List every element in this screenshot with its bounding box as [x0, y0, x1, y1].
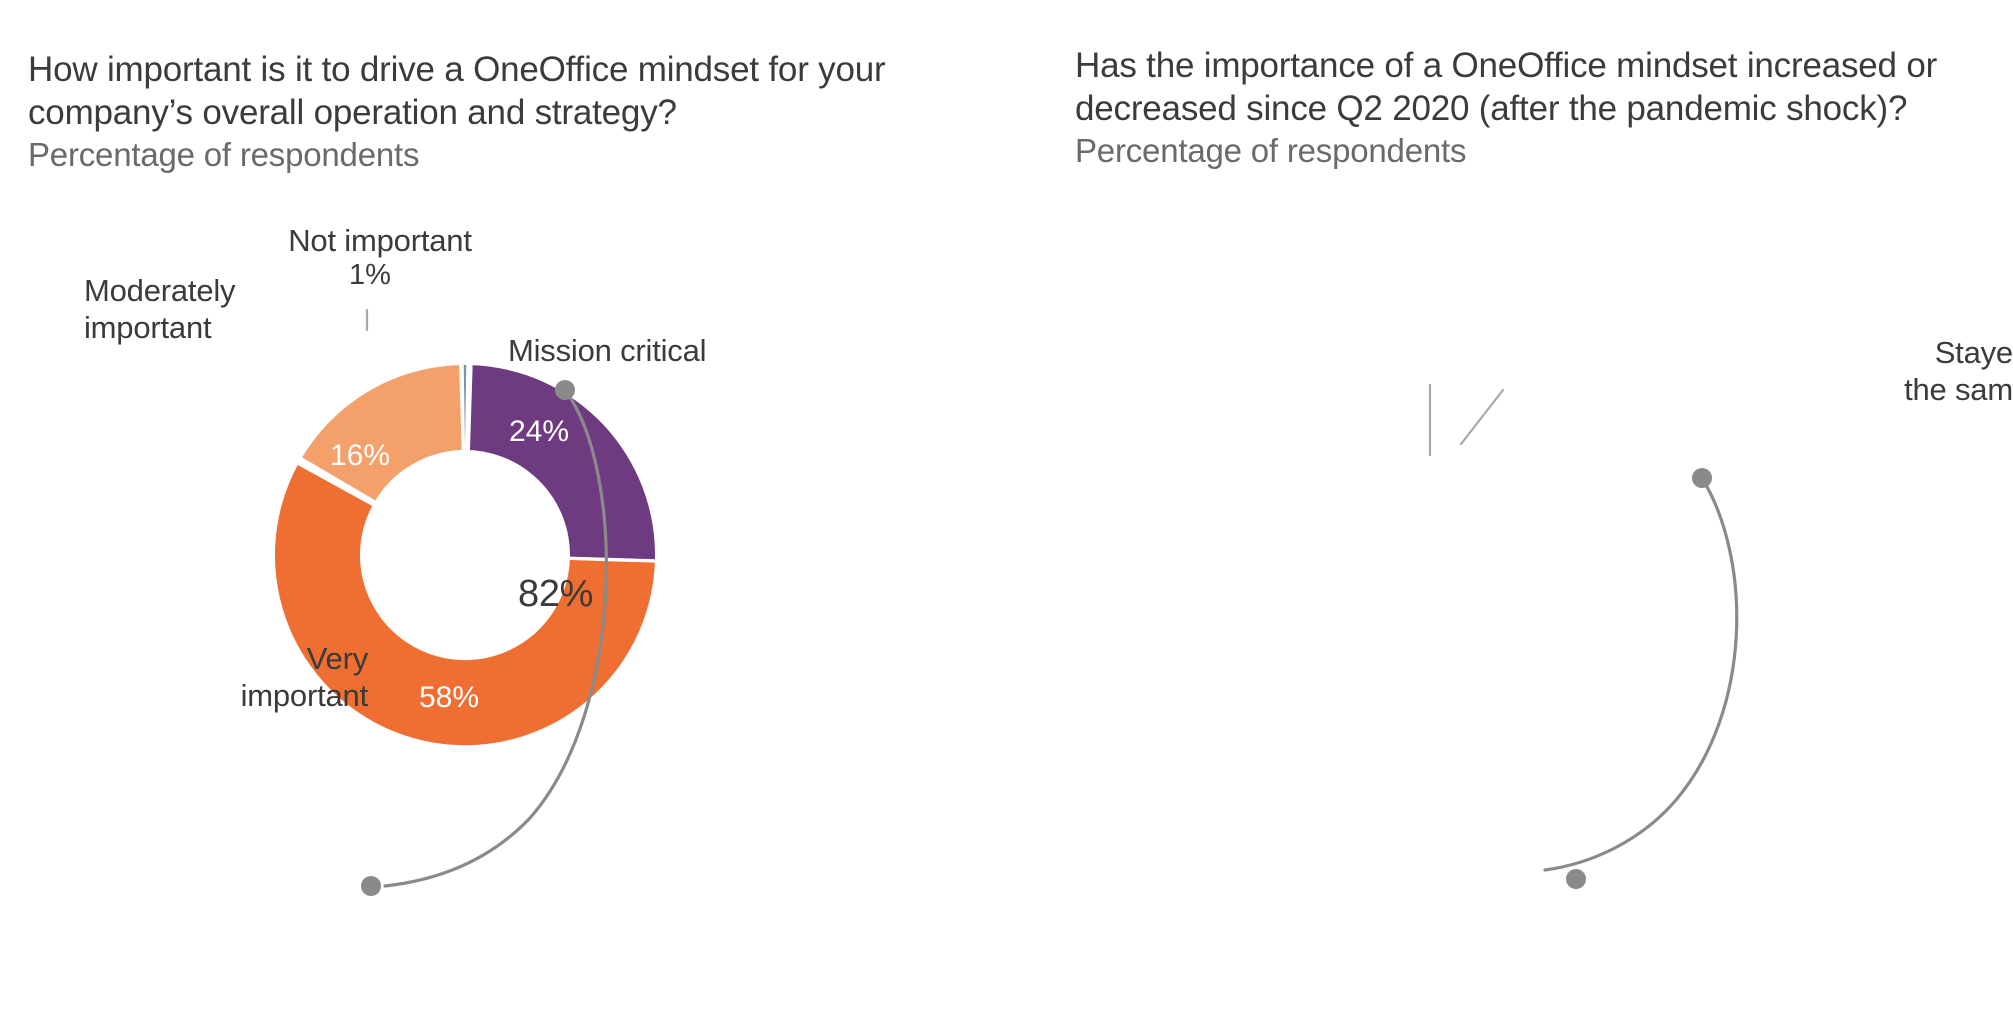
- value-not-important: 1%: [349, 259, 391, 291]
- slice-value-very-important: 58%: [419, 681, 479, 714]
- label-mission-critical: Mission critical: [508, 333, 707, 368]
- slice-value-mission-critical: 24%: [509, 415, 569, 448]
- label-very-important: Very important: [240, 641, 369, 713]
- right-title-block: Has the importance of a OneOffice mindse…: [1075, 44, 1995, 172]
- left-chart-subtitle: Percentage of respondents: [28, 136, 420, 173]
- right-chart-question: Has the importance of a OneOffice mindse…: [1075, 46, 1938, 128]
- left-title-block: How important is it to drive a OneOffice…: [28, 48, 1008, 176]
- label-not-important: Not important: [288, 223, 472, 258]
- left-chart-question: How important is it to drive a OneOffice…: [28, 50, 886, 132]
- chart-panel-change: Has the importance of a OneOffice mindse…: [1040, 0, 2013, 1009]
- label-stayed-the-same: Stayed the same: [1904, 335, 2013, 407]
- callout-value-82: 82%: [518, 573, 594, 615]
- slice-value-moderately-important: 16%: [330, 439, 390, 472]
- label-decreased-somewhat: Decreased somewhat: [1920, 228, 2013, 302]
- label-moderately-important: Moderately important: [84, 273, 236, 345]
- right-chart-subtitle: Percentage of respondents: [1075, 132, 1467, 169]
- slice-mission-critical[interactable]: [468, 365, 655, 561]
- chart-panel-importance: How important is it to drive a OneOffice…: [28, 48, 1008, 746]
